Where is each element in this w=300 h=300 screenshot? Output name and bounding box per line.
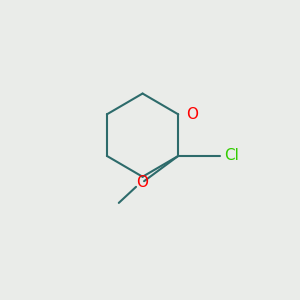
Text: O: O bbox=[186, 107, 198, 122]
Text: O: O bbox=[136, 175, 148, 190]
Text: Cl: Cl bbox=[224, 148, 239, 164]
